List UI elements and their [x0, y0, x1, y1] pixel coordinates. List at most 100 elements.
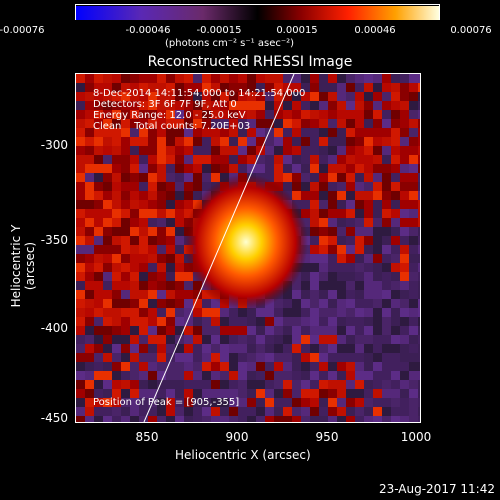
image-pixel	[301, 155, 310, 164]
image-pixel	[112, 227, 121, 236]
image-pixel	[220, 155, 229, 164]
image-pixel	[319, 290, 328, 299]
image-pixel	[391, 317, 400, 326]
image-pixel	[247, 371, 256, 380]
image-pixel	[193, 164, 202, 173]
image-pixel	[247, 146, 256, 155]
image-pixel	[193, 389, 202, 398]
image-pixel	[418, 398, 420, 407]
image-pixel	[400, 83, 409, 92]
image-pixel	[364, 173, 373, 182]
image-pixel	[130, 416, 139, 422]
image-pixel	[184, 326, 193, 335]
image-pixel	[193, 398, 202, 407]
image-pixel	[409, 137, 418, 146]
image-pixel	[121, 290, 130, 299]
image-pixel	[103, 281, 112, 290]
image-pixel	[418, 245, 420, 254]
image-pixel	[85, 137, 94, 146]
image-pixel	[166, 83, 175, 92]
image-pixel	[76, 218, 85, 227]
image-pixel	[238, 146, 247, 155]
image-pixel	[76, 200, 85, 209]
image-pixel	[166, 389, 175, 398]
image-pixel	[211, 74, 220, 83]
colorbar-tick: 0.00046	[354, 25, 396, 36]
image-pixel	[229, 92, 238, 101]
image-pixel	[274, 308, 283, 317]
image-pixel	[184, 389, 193, 398]
image-pixel	[391, 290, 400, 299]
image-pixel	[409, 164, 418, 173]
image-pixel	[166, 416, 175, 422]
image-pixel	[139, 218, 148, 227]
image-pixel	[157, 101, 166, 110]
image-pixel	[112, 119, 121, 128]
image-pixel	[139, 83, 148, 92]
image-pixel	[337, 308, 346, 317]
image-pixel	[337, 164, 346, 173]
image-pixel	[310, 83, 319, 92]
image-pixel	[229, 128, 238, 137]
image-pixel	[148, 371, 157, 380]
image-pixel	[238, 344, 247, 353]
image-pixel	[157, 164, 166, 173]
image-pixel	[328, 308, 337, 317]
image-pixel	[337, 209, 346, 218]
image-pixel	[103, 326, 112, 335]
image-pixel	[85, 335, 94, 344]
image-pixel	[274, 335, 283, 344]
image-pixel	[328, 227, 337, 236]
image-pixel	[220, 326, 229, 335]
image-pixel	[247, 407, 256, 416]
image-pixel	[94, 254, 103, 263]
image-pixel	[418, 407, 420, 416]
image-pixel	[130, 272, 139, 281]
image-pixel	[103, 353, 112, 362]
image-pixel	[211, 101, 220, 110]
image-pixel	[337, 317, 346, 326]
image-pixel	[310, 380, 319, 389]
image-pixel	[85, 74, 94, 83]
image-pixel	[229, 335, 238, 344]
image-pixel	[364, 317, 373, 326]
image-pixel	[139, 398, 148, 407]
image-pixel	[319, 344, 328, 353]
image-pixel	[121, 92, 130, 101]
image-pixel	[328, 290, 337, 299]
image-pixel	[364, 263, 373, 272]
image-pixel	[139, 119, 148, 128]
image-pixel	[175, 380, 184, 389]
image-pixel	[112, 137, 121, 146]
image-pixel	[220, 362, 229, 371]
image-pixel	[337, 416, 346, 422]
image-pixel	[148, 200, 157, 209]
image-pixel	[310, 146, 319, 155]
image-pixel	[373, 335, 382, 344]
image-pixel	[121, 245, 130, 254]
image-pixel	[418, 83, 420, 92]
image-pixel	[310, 191, 319, 200]
image-pixel	[229, 146, 238, 155]
image-pixel	[265, 128, 274, 137]
image-pixel	[328, 209, 337, 218]
image-pixel	[148, 281, 157, 290]
image-pixel	[148, 380, 157, 389]
image-pixel	[175, 299, 184, 308]
peak-position: Position of Peak = [905,-355]	[93, 397, 240, 408]
image-pixel	[274, 326, 283, 335]
image-pixel	[382, 155, 391, 164]
image-pixel	[418, 263, 420, 272]
image-pixel	[94, 191, 103, 200]
image-pixel	[112, 335, 121, 344]
image-pixel	[85, 101, 94, 110]
image-pixel	[175, 371, 184, 380]
image-pixel	[193, 128, 202, 137]
image-pixel	[166, 155, 175, 164]
image-pixel	[193, 407, 202, 416]
image-pixel	[202, 74, 211, 83]
image-pixel	[220, 173, 229, 182]
image-pixel	[337, 371, 346, 380]
image-pixel	[112, 353, 121, 362]
image-pixel	[346, 83, 355, 92]
